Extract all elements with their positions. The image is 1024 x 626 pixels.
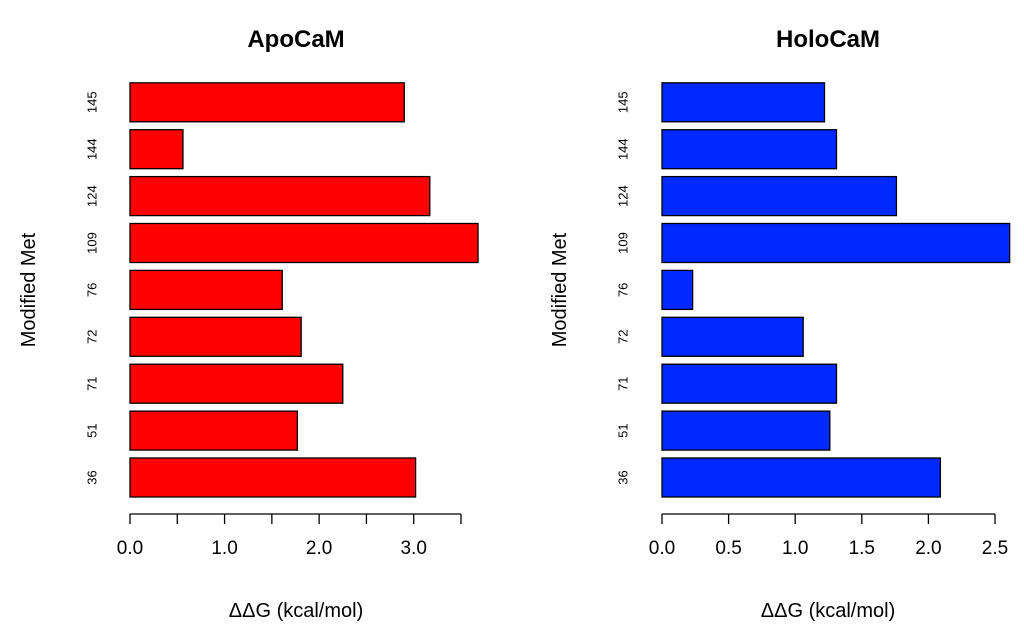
y-tick-label-109: 109	[85, 232, 100, 254]
x-tick-label: 2.0	[306, 538, 332, 559]
x-tick-label: 0.0	[649, 538, 675, 559]
x-axis: 0.0 1.0 2.0 3.0	[117, 513, 462, 559]
y-tick-label-36: 36	[85, 470, 100, 484]
bar-group	[129, 82, 479, 498]
apocam-panel: ApoCaM ΔΔG (kcal/mol) Modified Met 36 51 7…	[18, 26, 479, 622]
bar-51	[661, 410, 831, 451]
holocam-panel: HoloCaM ΔΔG (kcal/mol) Modified Met 36 51…	[549, 26, 1011, 622]
bar-71	[661, 363, 838, 404]
x-axis-label: ΔΔG (kcal/mol)	[761, 600, 896, 622]
bar-36	[129, 457, 417, 498]
y-tick-label-124: 124	[616, 185, 631, 207]
bar-72	[661, 316, 804, 357]
bar-124	[661, 175, 898, 217]
x-axis-label: ΔΔG (kcal/mol)	[229, 600, 364, 622]
x-tick-label: 0.0	[117, 538, 143, 559]
y-tick-label-72: 72	[85, 330, 100, 344]
y-tick-label-51: 51	[85, 423, 100, 437]
x-tick-label: 1.0	[211, 538, 237, 559]
y-tick-label-109: 109	[616, 232, 631, 254]
bar-124	[129, 175, 431, 217]
y-tick-label-145: 145	[85, 91, 100, 113]
bar-group	[661, 82, 1011, 498]
chart-title: HoloCaM	[776, 26, 880, 53]
y-tick-label-144: 144	[85, 138, 100, 160]
y-tick-label-36: 36	[616, 470, 631, 484]
bar-51	[129, 410, 299, 451]
bar-36	[661, 457, 942, 498]
bar-145	[661, 82, 826, 123]
x-axis: 0.0 0.5 1.0 1.5 2.0 2.5	[649, 513, 1008, 559]
y-axis-label: Modified Met	[18, 232, 40, 347]
y-tick-labels: 36 51 71 72 76 109 124 144 145	[616, 91, 631, 484]
bar-144	[661, 129, 838, 170]
bar-76	[129, 269, 283, 311]
y-tick-label-71: 71	[85, 376, 100, 390]
x-tick-label: 3.0	[400, 538, 426, 559]
bar-109	[129, 222, 479, 264]
bar-71	[129, 363, 344, 404]
y-tick-label-124: 124	[85, 185, 100, 207]
y-axis-label: Modified Met	[549, 232, 571, 347]
x-tick-label: 1.5	[849, 538, 875, 559]
y-tick-label-76: 76	[85, 283, 100, 297]
y-tick-label-144: 144	[616, 138, 631, 160]
x-tick-label: 1.0	[782, 538, 808, 559]
y-tick-labels: 36 51 71 72 76 109 124 144 145	[85, 91, 100, 484]
bar-72	[129, 316, 302, 357]
chart-title: ApoCaM	[247, 26, 344, 53]
x-tick-label: 2.0	[915, 538, 941, 559]
y-tick-label-51: 51	[616, 423, 631, 437]
y-tick-label-76: 76	[616, 283, 631, 297]
bar-76	[661, 269, 694, 311]
bar-145	[129, 82, 405, 123]
bar-109	[661, 222, 1011, 264]
y-tick-label-72: 72	[616, 330, 631, 344]
x-tick-label: 2.5	[982, 538, 1008, 559]
x-tick-label: 0.5	[715, 538, 741, 559]
bar-144	[129, 129, 184, 170]
y-tick-label-145: 145	[616, 91, 631, 113]
y-tick-label-71: 71	[616, 376, 631, 390]
